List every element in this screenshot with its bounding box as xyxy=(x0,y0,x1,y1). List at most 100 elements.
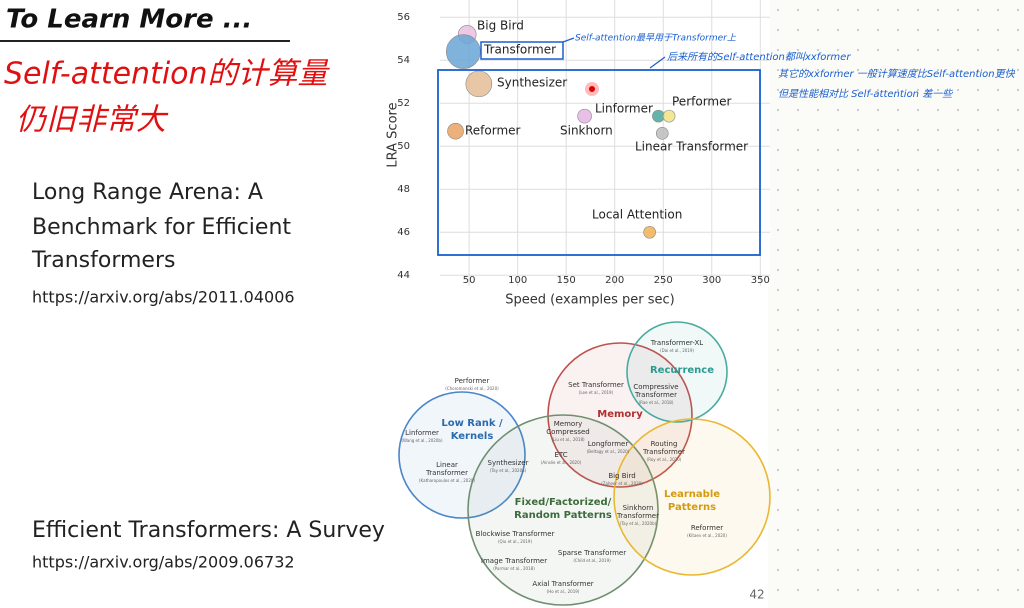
venn-item: Performer xyxy=(455,377,490,385)
venn-citation: (Kitaev et al., 2020) xyxy=(687,533,727,538)
point-label: Performer xyxy=(672,95,731,109)
y-tick-label: 54 xyxy=(397,55,410,66)
x-tick-label: 100 xyxy=(508,275,527,286)
venn-item: Compressive xyxy=(633,383,678,391)
venn-title: Memory xyxy=(597,409,643,420)
handwritten-note: Self-attention的计算量 xyxy=(4,57,331,92)
venn-item: Sparse Transformer xyxy=(558,549,626,557)
venn-citation: (Lee et al., 2019) xyxy=(579,390,614,395)
point-label: Linear Transformer xyxy=(635,140,748,154)
annotation-box xyxy=(437,69,761,256)
venn-item: Set Transformer xyxy=(568,381,624,389)
handwritten-note: Self-attention最早用于Transformer上 xyxy=(575,33,737,44)
venn-citation: (Beltagy et al., 2020) xyxy=(587,449,630,454)
x-tick-label: 300 xyxy=(702,275,721,286)
y-tick-label: 52 xyxy=(397,98,410,109)
venn-item: ETC xyxy=(554,451,567,459)
venn-citation: (Tay et al., 2020b) xyxy=(620,521,657,526)
paper-title: Efficient Transformers: A Survey xyxy=(32,518,385,543)
bubble xyxy=(662,109,676,123)
x-tick-label: 150 xyxy=(557,275,576,286)
venn-citation: (Parmar et al., 2018) xyxy=(493,566,535,571)
venn-item: Transformer xyxy=(616,512,659,520)
venn-title: Random Patterns xyxy=(514,510,612,521)
venn-item: Axial Transformer xyxy=(532,580,593,588)
venn-item: Linformer xyxy=(405,429,439,437)
x-tick-label: 350 xyxy=(751,275,770,286)
y-tick-label: 46 xyxy=(397,227,410,238)
venn-item: Transformer xyxy=(634,391,677,399)
y-tick-label: 44 xyxy=(397,270,410,281)
slide-title: To Learn More ... xyxy=(6,5,252,35)
handwritten-note: 仍旧非常大 xyxy=(16,103,169,138)
paper-url: https://arxiv.org/abs/2009.06732 xyxy=(32,553,295,572)
handwritten-note: 但是性能相对比 Self-attention 差一些 xyxy=(778,88,953,100)
bubble xyxy=(447,122,464,140)
venn-item: Transformer xyxy=(425,469,468,477)
venn-circle xyxy=(547,342,693,488)
venn-item: Longformer xyxy=(588,440,629,448)
venn-circle xyxy=(626,321,728,423)
x-tick-label: 50 xyxy=(463,275,476,286)
paper-title: Benchmark for Efficient xyxy=(32,215,291,240)
venn-item: Compressed xyxy=(546,428,590,436)
venn-citation: (Katharopoulos et al., 2020) xyxy=(419,478,475,483)
venn-item: Sinkhorn xyxy=(623,504,654,512)
point-label: Transformer xyxy=(483,43,556,57)
handwritten-note: 后来所有的Self-attention都叫xxformer xyxy=(667,51,851,63)
venn-item: Transformer-XL xyxy=(650,339,704,347)
venn-title: Patterns xyxy=(668,502,716,513)
venn-citation: (Liu et al., 2018) xyxy=(551,437,585,442)
venn-citation: (Rae et al., 2018) xyxy=(639,400,674,405)
x-tick-label: 250 xyxy=(654,275,673,286)
venn-circle xyxy=(613,418,771,576)
venn-title: Low Rank / xyxy=(441,418,503,429)
y-tick-label: 56 xyxy=(397,12,410,23)
paper-url: https://arxiv.org/abs/2011.04006 xyxy=(32,288,295,307)
venn-item: Memory xyxy=(554,420,582,428)
venn-citation: (Wang et al., 2020b) xyxy=(401,438,442,443)
point-label: Big Bird xyxy=(477,19,524,33)
annotation-box xyxy=(480,41,564,60)
point-label: Linformer xyxy=(595,102,653,116)
note-paper xyxy=(768,0,1024,608)
page-number: 42 xyxy=(749,588,764,602)
venn-title: Learnable xyxy=(664,489,720,500)
paper-title: Transformers xyxy=(31,248,175,273)
venn-circle xyxy=(398,391,526,519)
bubble xyxy=(465,70,493,98)
venn-citation: (Dai et al., 2019) xyxy=(660,348,694,353)
venn-citation: (Choromanski et al., 2020) xyxy=(445,386,499,391)
venn-citation: (Zaheer et al., 2020) xyxy=(601,481,643,486)
venn-item: Transformer xyxy=(642,448,685,456)
venn-item: Blockwise Transformer xyxy=(476,530,555,538)
venn-item: Big Bird xyxy=(608,472,635,480)
annotation-arrow xyxy=(562,37,666,69)
y-axis-label: LRA Score xyxy=(386,102,401,167)
venn-item: Routing xyxy=(651,440,678,448)
handwritten-note: 其它的xxformer 一般计算速度比Self-attention更快 xyxy=(778,68,1016,80)
venn-citation: (Roy et al., 2020) xyxy=(647,457,682,462)
y-tick-label: 48 xyxy=(397,184,410,195)
paper-title: Long Range Arena: A xyxy=(32,180,263,205)
x-axis-label: Speed (examples per sec) xyxy=(505,293,675,308)
venn-item: Image Transformer xyxy=(481,557,547,565)
laser-pointer xyxy=(589,86,595,92)
point-label: Synthesizer xyxy=(497,76,567,90)
bubble xyxy=(652,109,665,123)
venn-circle xyxy=(467,414,659,606)
bubble xyxy=(643,225,656,239)
point-label: Sinkhorn xyxy=(560,124,613,138)
bubble xyxy=(577,108,592,124)
point-label: Reformer xyxy=(465,124,521,138)
bubble xyxy=(445,34,481,69)
y-tick-label: 50 xyxy=(397,141,410,152)
x-tick-label: 200 xyxy=(605,275,624,286)
venn-item: Reformer xyxy=(691,524,723,532)
bubble xyxy=(655,127,669,140)
venn-citation: (Ho et al., 2019) xyxy=(547,589,580,594)
venn-citation: (Tay et al., 2020a) xyxy=(490,468,527,473)
venn-title: Recurrence xyxy=(650,365,714,376)
